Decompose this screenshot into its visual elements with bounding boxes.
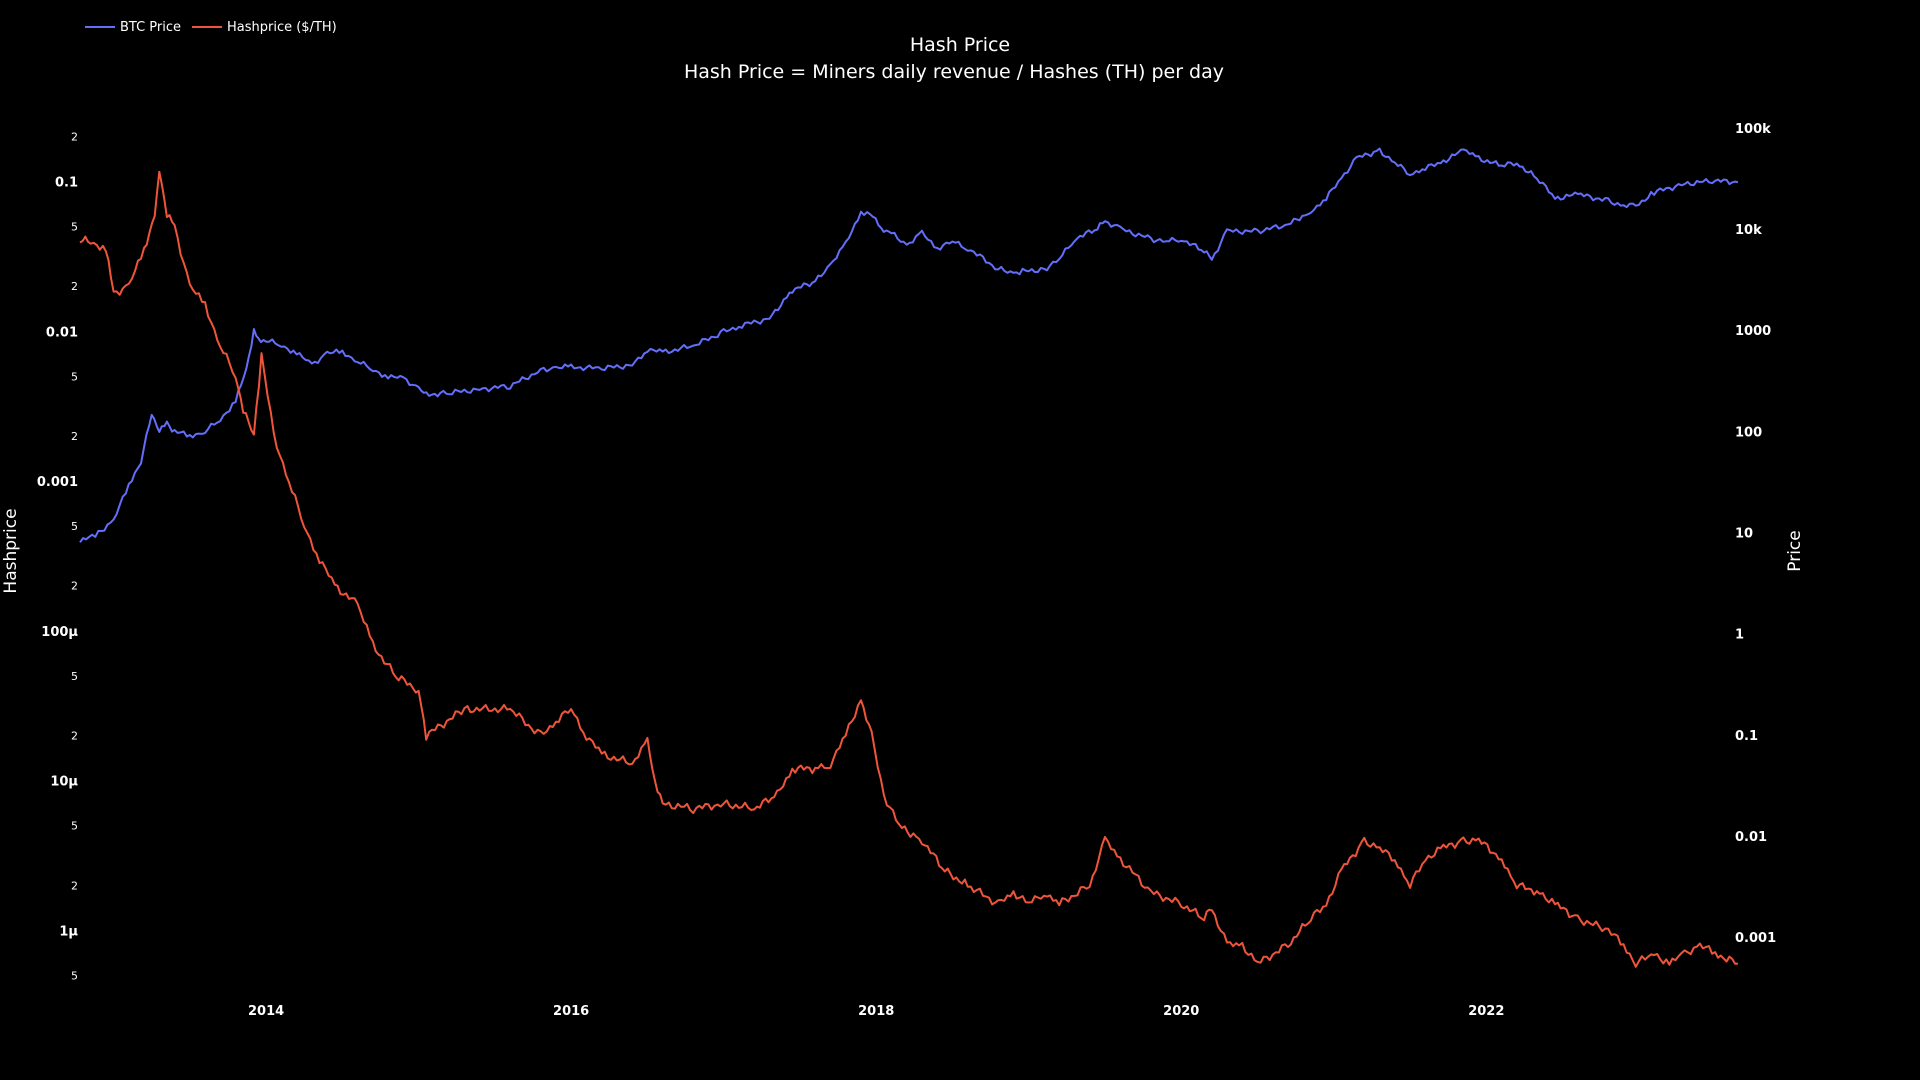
right-tick-label: 0.1 [1735, 729, 1758, 744]
right-axis-ticks: 100k 10k 1000 100 10 1 0.1 0.01 0.001 [1735, 122, 1776, 946]
series-layer [79, 147, 1739, 968]
right-tick-label: 100 [1735, 425, 1762, 440]
left-minor-tick-label: 5 [71, 370, 78, 383]
hashprice-line [79, 170, 1739, 968]
left-tick-label: 0.001 [37, 475, 78, 490]
left-minor-tick-label: 5 [71, 670, 78, 683]
left-minor-tick-label: 2 [71, 280, 78, 293]
right-tick-label: 0.001 [1735, 931, 1776, 946]
left-tick-label: 100μ [41, 625, 78, 640]
left-minor-tick-label: 5 [71, 820, 78, 833]
btc-price-line [79, 147, 1739, 543]
left-minor-tick-label: 5 [71, 221, 78, 234]
right-tick-label: 10 [1735, 526, 1753, 541]
x-tick-label: 2020 [1163, 1004, 1199, 1019]
left-minor-tick-label: 2 [71, 430, 78, 443]
left-tick-label: 0.1 [55, 175, 78, 190]
legend-item-btc-price[interactable]: BTC Price [85, 20, 181, 35]
x-axis-ticks: 2014 2016 2018 2020 2022 [248, 1004, 1504, 1019]
chart-title: Hash Price [910, 34, 1010, 56]
x-tick-label: 2022 [1468, 1004, 1504, 1019]
left-tick-label: 0.01 [46, 325, 78, 340]
left-axis-ticks: 0.1 0.01 0.001 100μ 10μ 1μ 2 5 2 5 2 5 2 5 2 5 2 5 [37, 130, 79, 982]
right-axis-title: Price [1785, 530, 1805, 571]
right-tick-label: 100k [1735, 122, 1771, 137]
left-minor-tick-label: 2 [71, 879, 78, 892]
x-tick-label: 2014 [248, 1004, 284, 1019]
legend-item-hashprice[interactable]: Hashprice ($/TH) [192, 20, 337, 35]
right-tick-label: 1000 [1735, 324, 1771, 339]
x-tick-label: 2016 [553, 1004, 589, 1019]
left-minor-tick-label: 2 [71, 580, 78, 593]
right-tick-label: 1 [1735, 628, 1744, 643]
left-axis-title: Hashprice [1, 508, 21, 593]
x-tick-label: 2018 [858, 1004, 894, 1019]
left-minor-tick-label: 2 [71, 130, 78, 143]
left-minor-tick-label: 5 [71, 969, 78, 982]
left-tick-label: 1μ [59, 924, 78, 939]
legend-label-hashprice: Hashprice ($/TH) [227, 20, 337, 35]
left-minor-tick-label: 5 [71, 520, 78, 533]
legend-label-btc-price: BTC Price [120, 20, 181, 35]
left-minor-tick-label: 2 [71, 730, 78, 743]
right-tick-label: 10k [1735, 223, 1762, 238]
right-tick-label: 0.01 [1735, 830, 1767, 845]
legend[interactable]: BTC Price Hashprice ($/TH) [85, 20, 337, 35]
left-tick-label: 10μ [50, 775, 78, 790]
chart-subtitle: Hash Price = Miners daily revenue / Hash… [684, 61, 1224, 83]
